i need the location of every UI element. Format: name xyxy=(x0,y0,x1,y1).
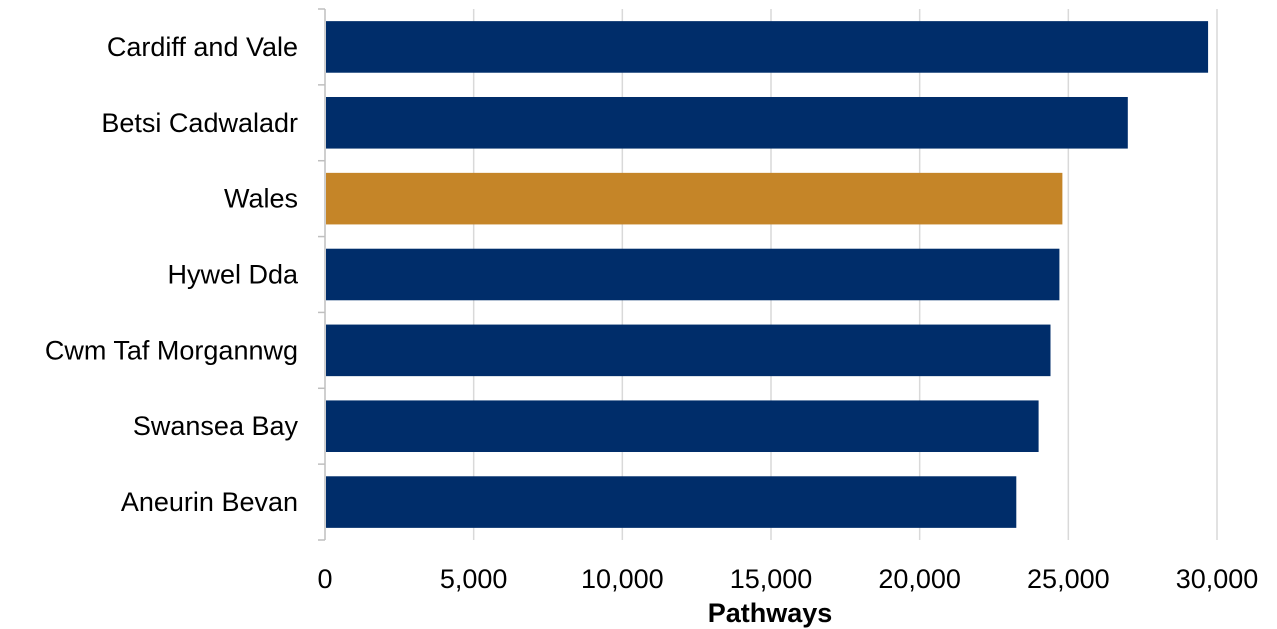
category-label: Swansea Bay xyxy=(133,411,299,441)
category-label: Hywel Dda xyxy=(167,260,299,290)
category-label: Cardiff and Vale xyxy=(107,32,298,62)
x-tick-label: 0 xyxy=(317,564,332,594)
x-tick-label: 30,000 xyxy=(1176,564,1259,594)
bars xyxy=(326,21,1209,528)
x-axis-title: Pathways xyxy=(708,598,833,628)
bar-hywel-dda xyxy=(326,248,1060,301)
category-label: Aneurin Bevan xyxy=(121,487,298,517)
x-tick-label: 10,000 xyxy=(581,564,664,594)
category-label: Wales xyxy=(224,184,298,214)
x-tick-label: 15,000 xyxy=(730,564,813,594)
category-label: Cwm Taf Morgannwg xyxy=(45,335,298,365)
y-axis: Cardiff and Vale Betsi Cadwaladr Wales Hywe… xyxy=(45,8,326,541)
x-tick-label: 5,000 xyxy=(440,564,508,594)
category-label: Betsi Cadwaladr xyxy=(101,108,298,138)
bar-cardiff-and-vale xyxy=(326,21,1209,73)
x-tick-label: 20,000 xyxy=(878,564,961,594)
bar-betsi-cadwaladr xyxy=(326,96,1128,149)
x-tick-label: 25,000 xyxy=(1027,564,1110,594)
bar-cwm-taf-morgannwg xyxy=(326,324,1051,377)
x-tick-labels: 0 5,000 10,000 15,000 20,000 25,000 30,000 xyxy=(317,564,1258,594)
bar-aneurin-bevan xyxy=(326,476,1017,528)
bar-swansea-bay xyxy=(326,400,1039,453)
bar-wales xyxy=(326,172,1063,225)
